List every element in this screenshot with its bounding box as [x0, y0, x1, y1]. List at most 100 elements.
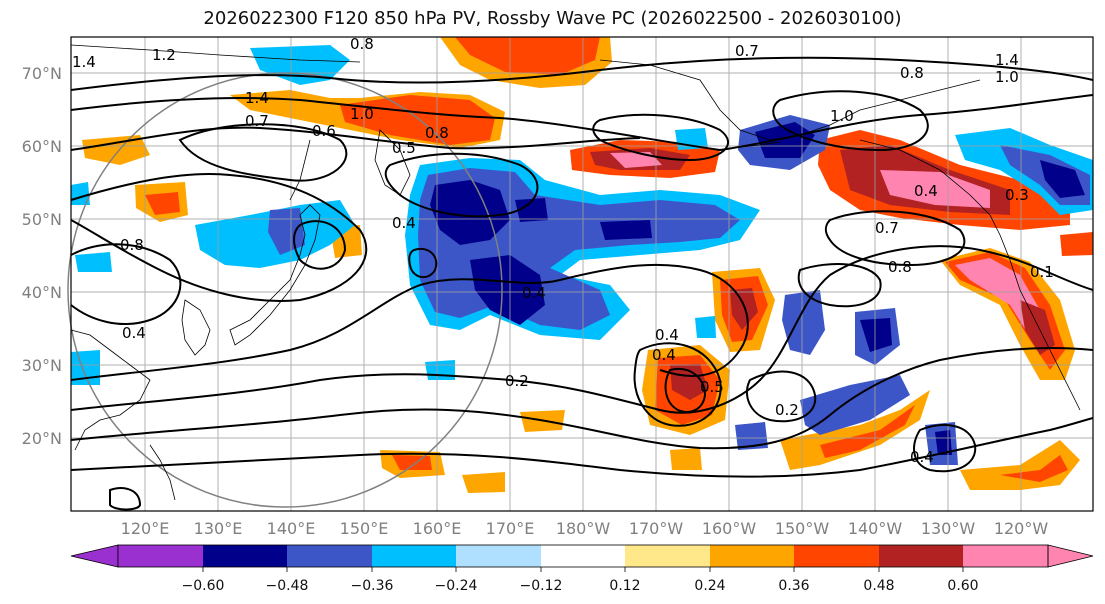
anomaly-positive	[1020, 300, 1055, 355]
anomaly-negative	[860, 318, 892, 352]
colorbar-bin	[287, 545, 372, 567]
lon-label: 180°W	[556, 519, 611, 538]
colorbar: −0.60 −0.48 −0.36 −0.24 −0.12 0.12 0.24 …	[70, 544, 1094, 594]
anomaly-negative	[430, 180, 510, 245]
anomaly-positive	[780, 390, 930, 470]
anomaly-positive	[1000, 455, 1068, 482]
anomaly-positive	[1060, 232, 1093, 256]
contour-label: 1.4	[72, 53, 96, 71]
anomaly-positive	[820, 405, 915, 458]
lon-label: 140°W	[848, 519, 903, 538]
contour-label: 0.8	[350, 35, 374, 53]
anomaly-positive	[730, 288, 758, 330]
lon-label: 150°E	[340, 519, 389, 538]
colorbar-bin	[794, 545, 879, 567]
colorbar-tick-label: 0.12	[609, 578, 640, 594]
contour-label: 1.0	[830, 107, 854, 125]
gridlines	[71, 37, 1093, 511]
anomaly-negative	[600, 220, 652, 240]
lat-label-70n: 70°N	[22, 64, 62, 83]
contour-label: 0.4	[914, 182, 938, 200]
map-frame	[70, 36, 1094, 512]
lon-label: 130°W	[921, 519, 976, 538]
colorbar-tick-label: 0.24	[694, 578, 725, 594]
longitude-labels: 120°E 130°E 140°E 150°E 160°E 170°E 180°…	[121, 519, 1049, 538]
colorbar-bin	[879, 545, 963, 567]
range-ring	[67, 72, 503, 508]
lon-label: 160°W	[702, 519, 757, 538]
contour-label: 0.7	[735, 42, 759, 60]
contour-label: 1.4	[995, 51, 1019, 69]
colorbar-tick-label: −0.48	[266, 578, 309, 594]
anomaly-negative	[695, 316, 716, 338]
colorbar-extend-left	[70, 544, 119, 568]
coastline-asia	[70, 329, 151, 451]
lat-label-60n: 60°N	[22, 137, 62, 156]
contour-label: 1.2	[152, 46, 176, 64]
colorbar-extend-right	[1047, 544, 1094, 568]
contour-label: 0.4	[655, 326, 679, 344]
contour-label: 0.5	[392, 139, 416, 157]
lon-label: 170°W	[629, 519, 684, 538]
lon-label: 130°E	[194, 519, 243, 538]
colorbar-bin	[541, 545, 625, 567]
lon-label: 160°E	[413, 519, 462, 538]
contour-label: 0.1	[1030, 263, 1054, 281]
contour-label: 0.6	[312, 122, 336, 140]
anomaly-positive	[455, 37, 600, 75]
lat-label-20n: 20°N	[22, 429, 62, 448]
coastline-philippines	[149, 444, 176, 501]
contour-label: 0.8	[900, 64, 924, 82]
contour-label: 0.8	[888, 258, 912, 276]
colorbar-tick-label: 0.36	[778, 578, 809, 594]
contour-label: 0.2	[505, 372, 529, 390]
colorbar-bin	[963, 545, 1048, 567]
colorbar-tick-label: 0.48	[863, 578, 894, 594]
pv-contours	[70, 56, 1094, 511]
colorbar-bin	[203, 545, 287, 567]
lon-label: 140°E	[267, 519, 316, 538]
anomaly-negative	[1040, 160, 1085, 198]
anomaly-negative	[470, 255, 545, 325]
colorbar-bin	[372, 545, 456, 567]
lon-label: 120°W	[994, 519, 1049, 538]
colorbar-bin	[710, 545, 794, 567]
contour-label: 0.7	[245, 112, 269, 130]
anomaly-negative	[735, 422, 768, 450]
contour-label: 0.4	[122, 324, 146, 342]
anomaly-negative	[75, 252, 112, 272]
contour-label: 0.4	[522, 284, 546, 302]
colorbar-tick-label: −0.60	[182, 578, 225, 594]
anomaly-negative	[268, 208, 305, 255]
anomaly-positive	[670, 448, 702, 470]
lat-label-40n: 40°N	[22, 283, 62, 302]
coastline-sakhalin	[289, 139, 311, 201]
contour-label: 1.0	[350, 105, 374, 123]
latitude-labels: 70°N 60°N 50°N 40°N 30°N 20°N	[22, 64, 62, 448]
anomaly-positive	[880, 170, 990, 208]
anomaly-positive	[670, 364, 708, 400]
contour-label: 1.0	[995, 68, 1019, 86]
coastline-namerica	[859, 139, 1081, 411]
colorbar-frame	[117, 544, 1049, 568]
lat-label-50n: 50°N	[22, 210, 62, 229]
contour-label: 1.4	[245, 89, 269, 107]
anomaly-negative	[800, 375, 910, 435]
contour-labels: 1.4 1.2 0.8 0.7 0.8 1.4 1.0 1.4 0.7 1.0 …	[72, 35, 1054, 466]
colorbar-bin	[456, 545, 541, 567]
colorbar-ticks	[202, 567, 964, 572]
colorbar-tick-label: −0.24	[435, 578, 478, 594]
anomaly-negative	[425, 360, 455, 380]
contour-label: 0.4	[652, 346, 676, 364]
anomaly-positive	[82, 135, 150, 165]
contour-label: 0.2	[775, 401, 799, 419]
anomaly-negative	[515, 198, 548, 222]
colorbar-tick-label: 0.60	[947, 578, 978, 594]
contour-label: 0.5	[700, 378, 724, 396]
contour-label: 0.7	[875, 219, 899, 237]
chart-title: 2026022300 F120 850 hPa PV, Rossby Wave …	[203, 8, 902, 29]
lon-label: 120°E	[121, 519, 170, 538]
anomaly-negative	[782, 290, 825, 355]
contour-label: 0.3	[1005, 186, 1029, 204]
